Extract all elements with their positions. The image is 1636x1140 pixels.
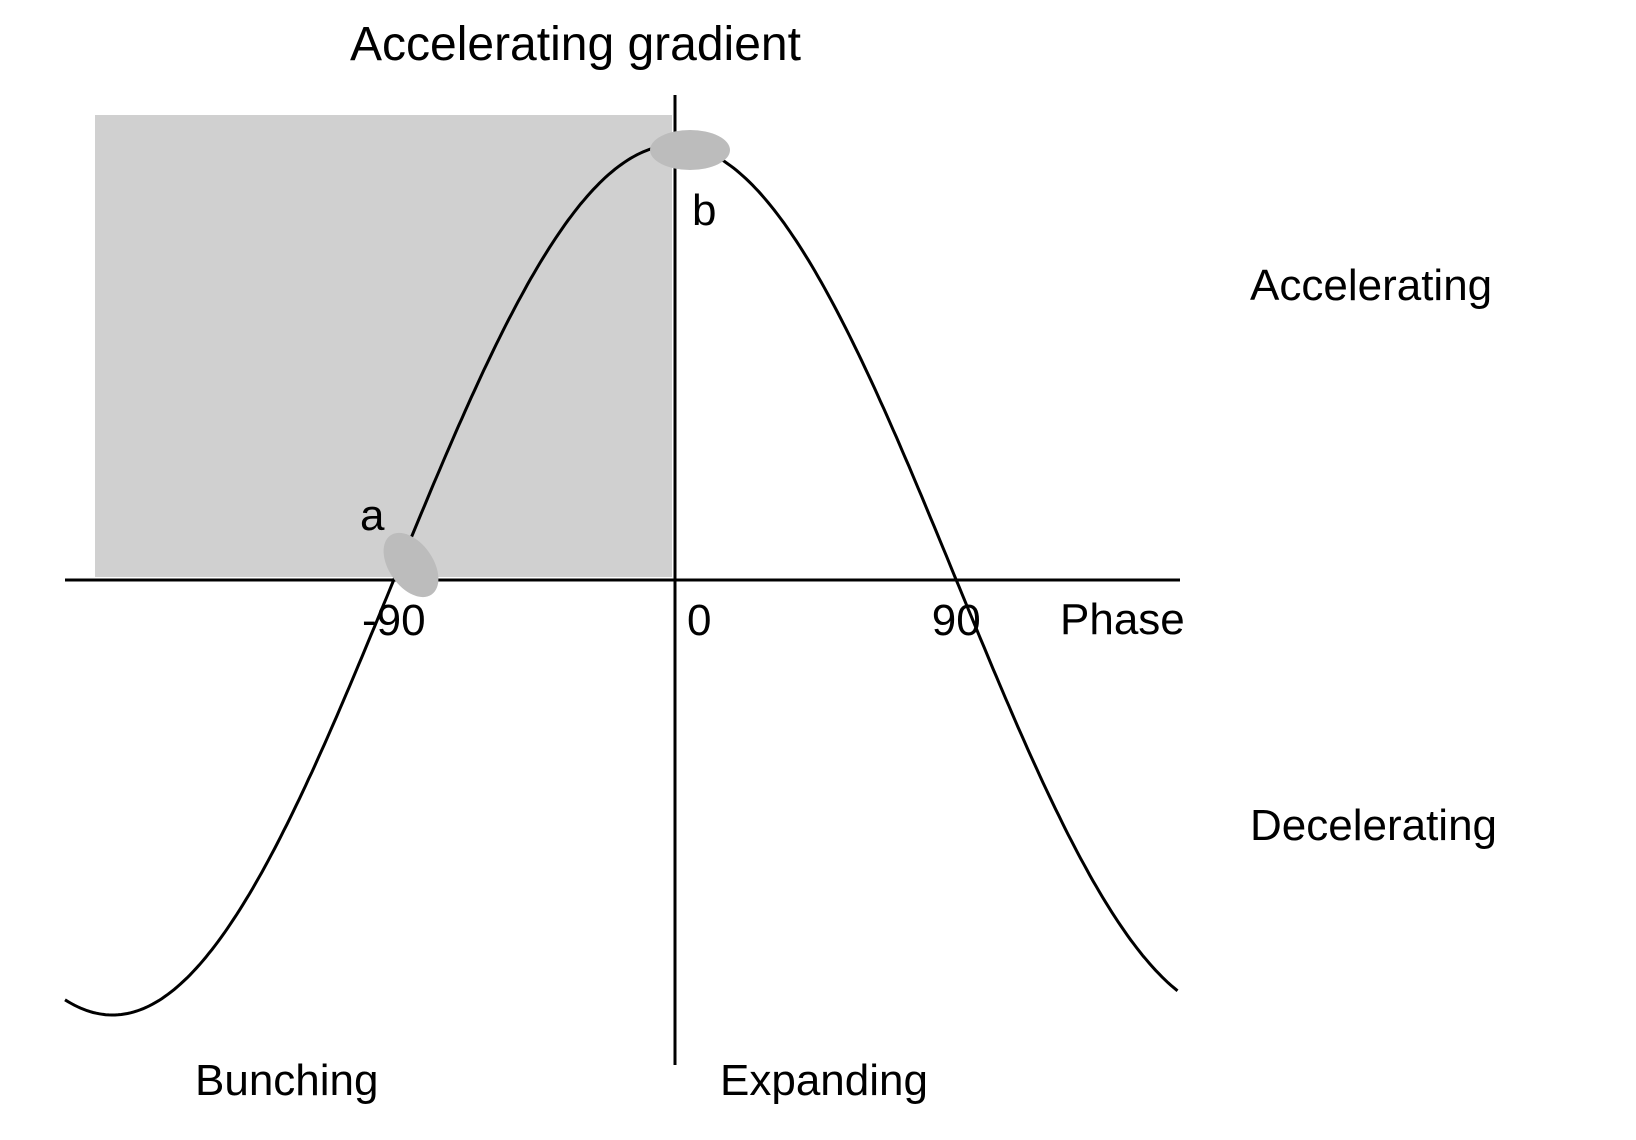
region-label-expanding: Expanding	[720, 1056, 928, 1105]
x-axis-label: Phase	[1060, 595, 1185, 644]
region-label-accelerating: Accelerating	[1250, 261, 1492, 310]
marker-b-label: b	[692, 186, 716, 235]
region-label-decelerating: Decelerating	[1250, 801, 1497, 850]
tick-label-0: 0	[687, 596, 711, 645]
tick-label-90: 90	[932, 596, 981, 645]
marker-a-label: a	[360, 491, 385, 540]
chart-title: Accelerating gradient	[350, 18, 801, 71]
tick-label-m90: -90	[362, 596, 426, 645]
region-label-bunching: Bunching	[195, 1056, 378, 1105]
chart-container: -90 0 90 Phase Accelerating gradient a b…	[0, 0, 1636, 1140]
accelerating-gradient-chart: -90 0 90 Phase Accelerating gradient a b…	[0, 0, 1636, 1140]
bunch-marker-b	[650, 130, 730, 170]
